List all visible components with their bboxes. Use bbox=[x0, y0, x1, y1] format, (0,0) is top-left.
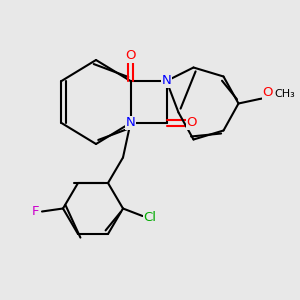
Text: F: F bbox=[32, 205, 39, 218]
Text: CH₃: CH₃ bbox=[274, 88, 296, 99]
Text: N: N bbox=[126, 116, 135, 130]
Text: O: O bbox=[263, 86, 273, 99]
Text: O: O bbox=[125, 49, 136, 62]
Text: N: N bbox=[162, 74, 171, 88]
Text: O: O bbox=[187, 116, 197, 130]
Text: Cl: Cl bbox=[143, 211, 157, 224]
